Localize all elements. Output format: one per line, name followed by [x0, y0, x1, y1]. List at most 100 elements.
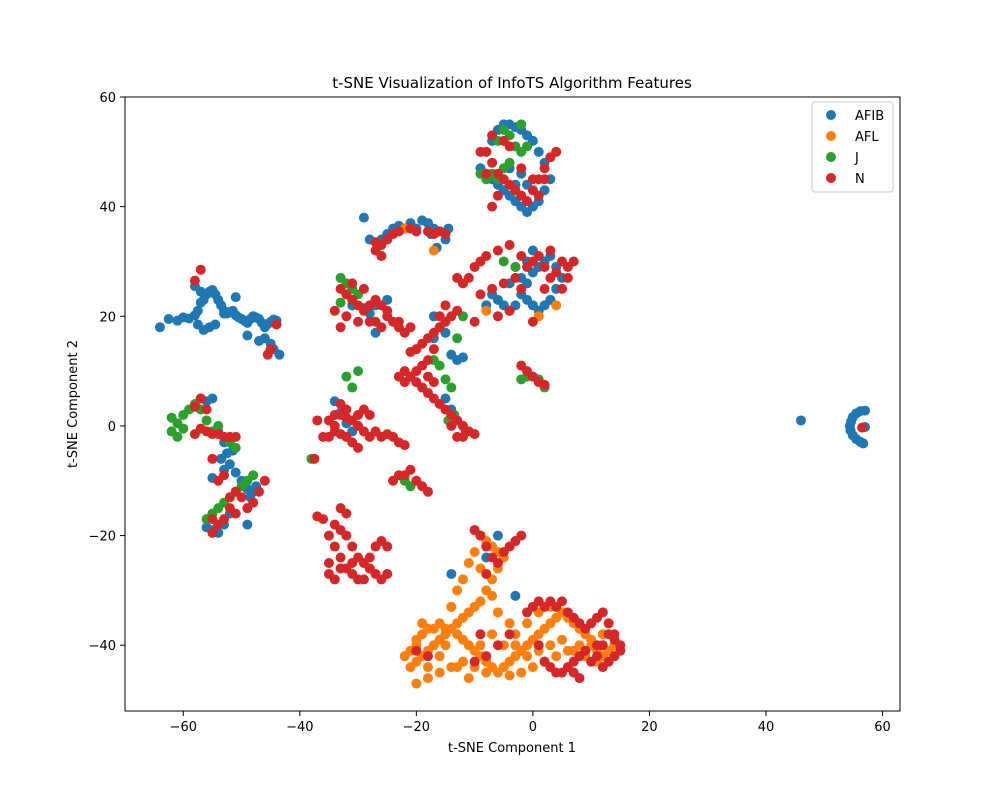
- point-n: [376, 250, 387, 261]
- point-n: [312, 415, 323, 426]
- point-j: [434, 360, 445, 371]
- legend-marker-afib: [826, 110, 836, 120]
- point-afib: [154, 322, 165, 333]
- x-tick-label: 40: [758, 720, 775, 735]
- point-n: [492, 311, 503, 322]
- point-n: [452, 272, 463, 283]
- point-afib: [210, 319, 221, 330]
- point-n: [452, 431, 463, 442]
- point-n: [487, 201, 498, 212]
- point-n: [405, 346, 416, 357]
- point-j: [498, 256, 509, 267]
- point-n: [434, 311, 445, 322]
- point-n: [504, 240, 515, 251]
- y-axis: −40 −20 0 20 40 60: [89, 91, 125, 654]
- point-j: [201, 415, 212, 426]
- point-n: [504, 629, 515, 640]
- legend-box: [811, 101, 894, 193]
- point-afib: [192, 305, 203, 316]
- point-j: [248, 470, 259, 481]
- x-tick-label: 20: [641, 720, 658, 735]
- point-j: [341, 371, 352, 382]
- legend-label-j: J: [854, 151, 859, 166]
- point-afib: [860, 405, 871, 416]
- point-afl: [428, 245, 439, 256]
- point-n: [551, 146, 562, 157]
- y-tick-label: 60: [99, 91, 116, 106]
- point-j: [213, 420, 224, 431]
- point-n: [329, 420, 340, 431]
- point-n: [335, 322, 346, 333]
- point-j: [522, 141, 533, 152]
- point-afl: [446, 601, 457, 612]
- point-afl: [487, 590, 498, 601]
- point-n: [230, 431, 241, 442]
- point-afl: [434, 651, 445, 662]
- point-afl: [423, 673, 434, 684]
- point-n: [189, 401, 200, 412]
- point-j: [335, 297, 346, 308]
- point-n: [370, 316, 381, 327]
- point-j: [516, 119, 527, 130]
- point-n: [335, 563, 346, 574]
- point-n: [586, 656, 597, 667]
- point-n: [248, 497, 259, 508]
- point-n: [411, 645, 422, 656]
- point-n: [568, 667, 579, 678]
- point-afl: [487, 629, 498, 640]
- point-n: [207, 527, 218, 538]
- point-afl: [440, 640, 451, 651]
- point-n: [597, 662, 608, 673]
- point-afib: [510, 590, 521, 601]
- point-n: [475, 289, 486, 300]
- point-afl: [411, 678, 422, 689]
- point-afl: [545, 640, 556, 651]
- point-n: [428, 344, 439, 355]
- point-afl: [527, 662, 538, 673]
- point-n: [399, 366, 410, 377]
- point-afl: [481, 667, 492, 678]
- point-n: [347, 541, 358, 552]
- point-n: [516, 250, 527, 261]
- point-n: [557, 283, 568, 294]
- point-afib: [242, 519, 253, 530]
- point-n: [568, 256, 579, 267]
- point-n: [323, 557, 334, 568]
- point-afl: [522, 651, 533, 662]
- point-j: [440, 374, 451, 385]
- point-n: [341, 508, 352, 519]
- point-n: [309, 453, 320, 464]
- point-n: [254, 486, 265, 497]
- point-j: [504, 157, 515, 168]
- point-n: [440, 300, 451, 311]
- point-afl: [510, 640, 521, 651]
- y-tick-label: 40: [99, 201, 116, 216]
- point-n: [259, 475, 270, 486]
- point-afl: [551, 651, 562, 662]
- point-afib: [446, 568, 457, 579]
- point-afl: [475, 640, 486, 651]
- legend: AFIB AFL JN: [811, 101, 894, 193]
- point-afl: [557, 634, 568, 645]
- point-afib: [242, 330, 253, 341]
- point-n: [335, 552, 346, 563]
- point-n: [539, 174, 550, 185]
- point-afl: [457, 574, 468, 585]
- y-tick-label: −40: [89, 639, 116, 654]
- x-tick-label: 60: [874, 720, 891, 735]
- point-n: [323, 530, 334, 541]
- point-afl: [516, 667, 527, 678]
- point-n: [597, 607, 608, 618]
- point-n: [527, 174, 538, 185]
- point-n: [393, 316, 404, 327]
- point-n: [213, 475, 224, 486]
- point-j: [230, 442, 241, 453]
- point-afib: [858, 438, 869, 449]
- point-afib: [446, 349, 457, 360]
- point-n: [533, 640, 544, 651]
- point-afl: [434, 667, 445, 678]
- legend-marker-n: [826, 173, 836, 183]
- point-afib: [492, 530, 503, 541]
- point-n: [382, 568, 393, 579]
- point-n: [539, 283, 550, 294]
